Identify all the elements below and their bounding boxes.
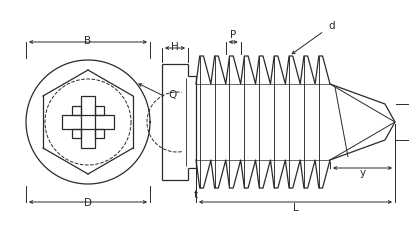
Text: d: d [328,21,335,31]
Text: H: H [171,42,178,52]
Text: D: D [84,198,92,208]
Text: B: B [84,36,91,46]
Text: y: y [359,168,365,178]
Text: t: t [193,190,198,200]
Text: Q: Q [169,90,177,100]
Text: L: L [292,203,298,213]
Text: P: P [229,30,236,40]
